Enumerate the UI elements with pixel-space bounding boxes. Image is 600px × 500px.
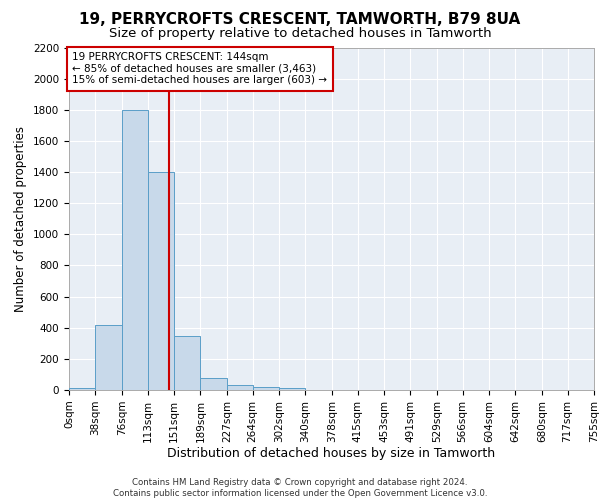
Bar <box>95 324 122 390</box>
Text: Contains HM Land Registry data © Crown copyright and database right 2024.
Contai: Contains HM Land Registry data © Crown c… <box>113 478 487 498</box>
Bar <box>200 378 227 390</box>
Bar <box>253 387 279 390</box>
Bar <box>122 110 148 390</box>
Text: 19 PERRYCROFTS CRESCENT: 144sqm
← 85% of detached houses are smaller (3,463)
15%: 19 PERRYCROFTS CRESCENT: 144sqm ← 85% of… <box>73 52 328 86</box>
Bar <box>69 388 95 390</box>
X-axis label: Distribution of detached houses by size in Tamworth: Distribution of detached houses by size … <box>167 448 496 460</box>
Bar <box>227 386 253 390</box>
Bar <box>174 336 200 390</box>
Text: Size of property relative to detached houses in Tamworth: Size of property relative to detached ho… <box>109 28 491 40</box>
Text: 19, PERRYCROFTS CRESCENT, TAMWORTH, B79 8UA: 19, PERRYCROFTS CRESCENT, TAMWORTH, B79 … <box>79 12 521 28</box>
Y-axis label: Number of detached properties: Number of detached properties <box>14 126 28 312</box>
Bar <box>279 388 305 390</box>
Bar <box>148 172 174 390</box>
